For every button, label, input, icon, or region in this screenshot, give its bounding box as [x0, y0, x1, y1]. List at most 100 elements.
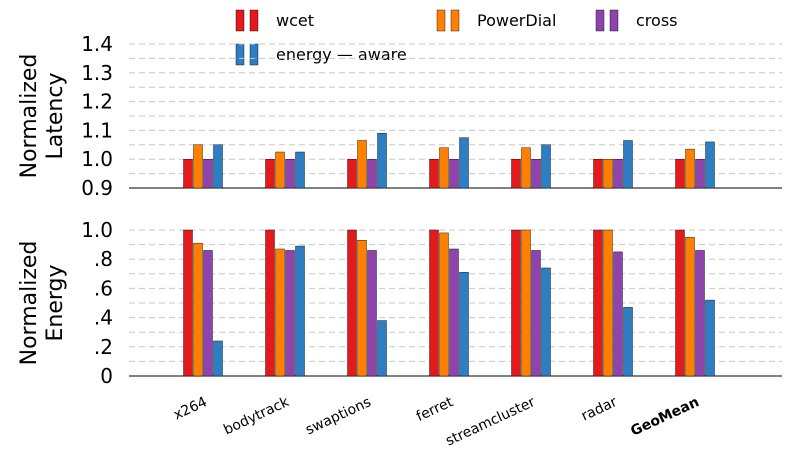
- bar-wcet-x264: [183, 229, 193, 377]
- legend-swatch: [436, 9, 446, 32]
- bar-wcet-radar: [593, 158, 603, 189]
- bar-cross-x264: [203, 158, 213, 189]
- legend-swatch: [595, 9, 605, 32]
- x-tick-label: streamcluster: [443, 394, 538, 449]
- bar-cross-bodytrack: [285, 250, 295, 377]
- y-tick-label: 1.1: [81, 118, 113, 142]
- x-tick-label: x264: [171, 394, 210, 423]
- y-tick-label: .8: [94, 247, 113, 271]
- bar-cross-ferret: [449, 158, 459, 189]
- bar-powerdial-streamcluster: [521, 147, 531, 189]
- y-axis-label-line: Energy: [43, 264, 68, 341]
- bar-cross-ferret: [449, 248, 459, 377]
- legend-swatch: [235, 9, 245, 32]
- bar-cross-geomean: [695, 158, 705, 189]
- bar-wcet-geomean: [675, 229, 685, 377]
- y-tick-label: 1.3: [81, 61, 113, 85]
- bar-cross-bodytrack: [285, 158, 295, 189]
- bar-powerdial-x264: [193, 144, 203, 189]
- bar-powerdial-ferret: [439, 232, 449, 377]
- bar-wcet-ferret: [429, 229, 439, 377]
- bar-wcet-streamcluster: [511, 229, 521, 377]
- legend-swatch: [249, 9, 259, 32]
- bar-powerdial-radar: [603, 229, 613, 377]
- legend-item-powerdial: PowerDial: [436, 9, 556, 32]
- x-tick-label: ferret: [414, 394, 456, 425]
- bar-powerdial-geomean: [685, 237, 695, 377]
- bar-cross-swaptions: [367, 250, 377, 377]
- energy-panel: 0 .2 .4 .6 .8 1.0 NormalizedEnergy: [17, 218, 782, 388]
- y-tick-label: .6: [94, 276, 113, 300]
- y-tick-label: .2: [94, 335, 113, 359]
- bar-powerdial-radar: [603, 158, 613, 189]
- y-tick-label: 0.9: [81, 176, 113, 200]
- bar-energy-aware-x264: [213, 340, 223, 377]
- legend-label: wcet: [276, 11, 314, 30]
- x-tick-label: bodytrack: [221, 394, 292, 439]
- bar-cross-radar: [613, 158, 623, 189]
- bar-wcet-bodytrack: [265, 158, 275, 189]
- legend-label: energy — aware: [276, 45, 407, 64]
- legend-swatch: [249, 43, 259, 66]
- bar-powerdial-bodytrack: [275, 248, 285, 377]
- bar-energy-aware-radar: [623, 140, 633, 189]
- legend: wcet PowerDial cross energy — aware: [235, 9, 677, 66]
- bar-wcet-x264: [183, 158, 193, 189]
- bar-powerdial-x264: [193, 242, 203, 377]
- legend-swatch: [609, 9, 619, 32]
- bar-energy-aware-swaptions: [377, 133, 387, 189]
- bar-energy-aware-geomean: [705, 141, 715, 189]
- y-axis-label-line: Latency: [43, 73, 68, 160]
- bar-cross-radar: [613, 251, 623, 377]
- legend-label: PowerDial: [477, 11, 556, 30]
- bar-wcet-geomean: [675, 158, 685, 189]
- x-tick-label: GeoMean: [628, 394, 701, 440]
- bar-energy-aware-ferret: [459, 272, 469, 377]
- x-tick-label: swaptions: [303, 394, 374, 438]
- legend-swatch: [450, 9, 460, 32]
- bar-cross-streamcluster: [531, 158, 541, 189]
- bar-powerdial-swaptions: [357, 140, 367, 189]
- y-tick-label: 0: [100, 364, 113, 388]
- bar-energy-aware-geomean: [705, 299, 715, 377]
- y-axis-label-line: Normalized: [17, 241, 42, 366]
- bar-powerdial-geomean: [685, 148, 695, 189]
- bar-energy-aware-bodytrack: [295, 151, 305, 189]
- y-tick-label: 1.4: [81, 32, 113, 56]
- bar-energy-aware-ferret: [459, 137, 469, 189]
- bar-energy-aware-streamcluster: [541, 267, 551, 377]
- legend-item-cross: cross: [595, 9, 677, 32]
- bar-cross-x264: [203, 250, 213, 377]
- bar-powerdial-streamcluster: [521, 229, 531, 377]
- bar-energy-aware-streamcluster: [541, 144, 551, 189]
- y-axis-label-line: Normalized: [17, 54, 42, 179]
- bar-wcet-ferret: [429, 158, 439, 189]
- y-tick-label: .4: [94, 306, 113, 330]
- bar-cross-geomean: [695, 250, 705, 377]
- bar-powerdial-swaptions: [357, 240, 367, 377]
- bar-energy-aware-swaptions: [377, 320, 387, 377]
- bar-wcet-bodytrack: [265, 229, 275, 377]
- y-axis-label: NormalizedEnergy: [17, 241, 68, 366]
- bar-cross-swaptions: [367, 158, 377, 189]
- legend-swatch: [235, 43, 245, 66]
- x-axis-tick-labels: x264 bodytrack swaptions ferretstreamcluste…: [171, 394, 701, 450]
- bar-wcet-swaptions: [347, 229, 357, 377]
- bar-energy-aware-radar: [623, 307, 633, 377]
- legend-label: cross: [636, 11, 677, 30]
- bar-wcet-streamcluster: [511, 158, 521, 189]
- bar-powerdial-bodytrack: [275, 151, 285, 189]
- x-tick-label: radar: [579, 394, 620, 424]
- latency-panel: 0.9 1.0 1.1 1.2 1.3 1.4 NormalizedLatency: [17, 32, 782, 200]
- bar-powerdial-ferret: [439, 147, 449, 189]
- bar-wcet-radar: [593, 229, 603, 377]
- y-tick-label: 1.0: [81, 218, 113, 242]
- bar-energy-aware-bodytrack: [295, 245, 305, 377]
- y-tick-label: 1.0: [81, 147, 113, 171]
- bar-cross-streamcluster: [531, 250, 541, 377]
- bar-energy-aware-x264: [213, 144, 223, 189]
- legend-item-wcet: wcet: [235, 9, 314, 32]
- y-tick-label: 1.2: [81, 90, 113, 114]
- y-axis-label: NormalizedLatency: [17, 54, 68, 179]
